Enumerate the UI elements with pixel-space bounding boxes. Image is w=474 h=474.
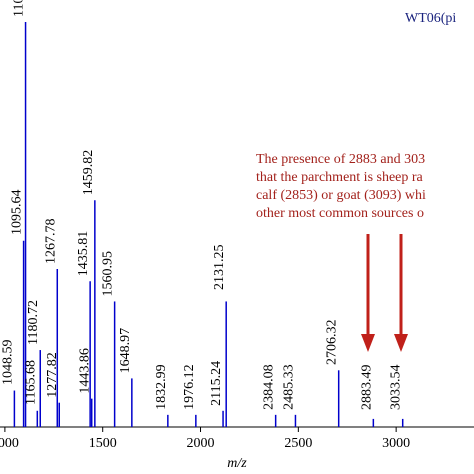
x-axis-label: m/z	[227, 456, 247, 471]
peak-label: 2706.32	[325, 320, 340, 366]
peak-label: 1832.99	[154, 364, 169, 410]
peak-label: 1277.82	[45, 352, 60, 398]
annotation-block: The presence of 2883 and 303 that the pa…	[256, 152, 426, 221]
peak-label: 2883.49	[359, 365, 374, 411]
arrows	[361, 234, 408, 352]
peak-label: 1165.68	[23, 360, 38, 405]
peak-label: 1443.86	[78, 348, 93, 394]
peak-label: 1048.59	[0, 340, 15, 386]
peak-label: 3033.54	[389, 365, 404, 411]
peak-label: 1180.72	[26, 300, 41, 345]
peak-label: 2115.24	[209, 361, 224, 406]
peak-label: 2131.25	[212, 245, 227, 291]
peak-label: 1459.82	[81, 150, 96, 196]
peak-label: 1267.78	[43, 219, 58, 265]
annotation: The presence of 2883 and 303	[256, 152, 425, 167]
chart-title: WT06(pi	[405, 11, 456, 26]
peak-label: 1976.12	[182, 364, 197, 410]
x-tick-label: 3000	[382, 436, 410, 451]
arrow-head	[394, 334, 408, 352]
x-tick-label: 1500	[89, 436, 117, 451]
annotation: other most common sources o	[256, 206, 424, 221]
x-tick-label: 2500	[284, 436, 312, 451]
peak-label: 1560.95	[101, 251, 116, 297]
peak-label: 1105.65	[12, 0, 27, 17]
peak-label: 1648.97	[118, 328, 133, 374]
peak-label: 2384.08	[262, 364, 277, 410]
x-tick-label: 1000	[0, 436, 19, 451]
peak-label: 1435.81	[76, 231, 91, 277]
peak-label: 2485.33	[281, 364, 296, 410]
peak-label: 1095.64	[10, 190, 25, 236]
x-tick-label: 2000	[187, 436, 215, 451]
arrow-head	[361, 334, 375, 352]
annotation: calf (2853) or goat (3093) whi	[256, 188, 426, 203]
annotation: that the parchment is sheep ra	[256, 170, 424, 185]
